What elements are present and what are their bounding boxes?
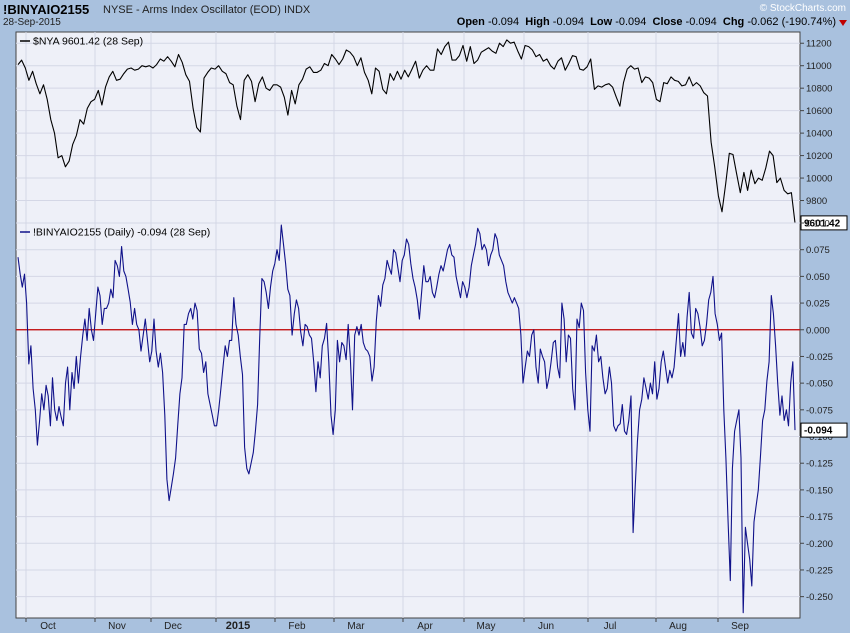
x-axis: Oct Nov Dec 2015 Feb Mar Apr May Jun Jul Aug Sep — [25, 618, 749, 632]
panel-1: 9800 10000 10200 10400 10600 10800 11000 11200 $… — [15, 31, 848, 231]
y-tick-label: -0.150 — [806, 485, 833, 496]
x-tick-label: Jun — [538, 621, 554, 632]
symbol-title: !BINYAIO2155 — [3, 2, 90, 17]
chart-header: !BINYAIO2155 NYSE - Arms Index Oscillato… — [0, 0, 850, 32]
brand-logo: © StockCharts.com — [759, 3, 846, 14]
y-tick-label: 0.000 — [806, 325, 830, 336]
high-label: High — [525, 16, 550, 28]
x-tick-label: Dec — [164, 621, 182, 632]
legend: $NYA 9601.42 (28 Sep) — [20, 36, 143, 48]
y-tick-label: -0.200 — [806, 539, 833, 550]
x-tick-label: May — [477, 621, 496, 632]
y-tick-label: 10000 — [806, 174, 832, 185]
y-tick-label: 10400 — [806, 129, 832, 140]
x-tick-label: Sep — [731, 621, 749, 632]
last-value-label: -0.094 — [804, 426, 833, 437]
chg-label: Chg — [722, 16, 745, 28]
exchange-code: INDX — [283, 4, 311, 16]
low-value: -0.094 — [615, 16, 647, 28]
open-value: -0.094 — [487, 16, 520, 28]
legend-label: !BINYAIO2155 (Daily) -0.094 (28 Sep) — [33, 227, 210, 239]
x-tick-label: Nov — [108, 621, 126, 632]
high-value: -0.094 — [552, 16, 584, 28]
y-tick-label: 10600 — [806, 106, 832, 117]
close-value: -0.094 — [685, 16, 717, 28]
x-tick-label: Oct — [40, 621, 56, 632]
y-tick-label: -0.025 — [806, 352, 833, 363]
y-tick-label: 0.100 — [806, 219, 830, 230]
series-line — [17, 224, 796, 614]
y-tick-label: 0.025 — [806, 299, 830, 310]
y-tick-label: 10800 — [806, 84, 832, 95]
chart-date: 28-Sep-2015 — [3, 17, 61, 28]
open-label: Open — [456, 16, 485, 28]
last-value-marker: -0.094 — [800, 422, 848, 438]
y-tick-label: -0.075 — [806, 405, 833, 416]
y-tick-label: 11000 — [806, 61, 832, 72]
y-tick-label: -0.225 — [806, 565, 833, 576]
plot-area — [15, 222, 801, 619]
down-arrow-icon — [839, 20, 847, 26]
panel-2: -0.250-0.225-0.200-0.175-0.150-0.125-0.1… — [15, 219, 848, 619]
x-tick-label: Jul — [604, 621, 617, 632]
low-label: Low — [590, 16, 613, 28]
x-tick-label: Aug — [669, 621, 687, 632]
y-tick-label: 0.050 — [806, 272, 830, 283]
last-value-label: 9601.42 — [804, 218, 841, 229]
y-tick-label: 10200 — [806, 151, 832, 162]
x-tick-label: Mar — [347, 621, 365, 632]
series-line — [17, 39, 796, 223]
symbol-description: NYSE - Arms Index Oscillator (EOD) INDX — [103, 4, 310, 16]
y-tick-label: -0.050 — [806, 379, 833, 390]
x-tick-label: 2015 — [226, 620, 250, 632]
y-tick-label: -0.250 — [806, 592, 833, 603]
y-tick-label: -0.125 — [806, 459, 833, 470]
y-tick-label: 11200 — [806, 39, 832, 50]
plot-area — [15, 31, 801, 224]
x-tick-label: Apr — [417, 621, 433, 632]
ohlc-readout: Open -0.094 High -0.094 Low -0.094 Close… — [457, 16, 836, 28]
close-label: Close — [652, 16, 683, 28]
y-tick-label: 9800 — [806, 196, 827, 207]
description-text: NYSE - Arms Index Oscillator (EOD) — [103, 4, 281, 16]
legend: !BINYAIO2155 (Daily) -0.094 (28 Sep) — [20, 227, 210, 239]
y-tick-label: -0.175 — [806, 512, 833, 523]
last-value-box — [800, 422, 848, 438]
x-tick-label: Feb — [288, 621, 306, 632]
chg-value: -0.062 (-190.74%) — [747, 16, 836, 28]
y-tick-label: 0.075 — [806, 245, 830, 256]
legend-label: $NYA 9601.42 (28 Sep) — [33, 36, 143, 48]
